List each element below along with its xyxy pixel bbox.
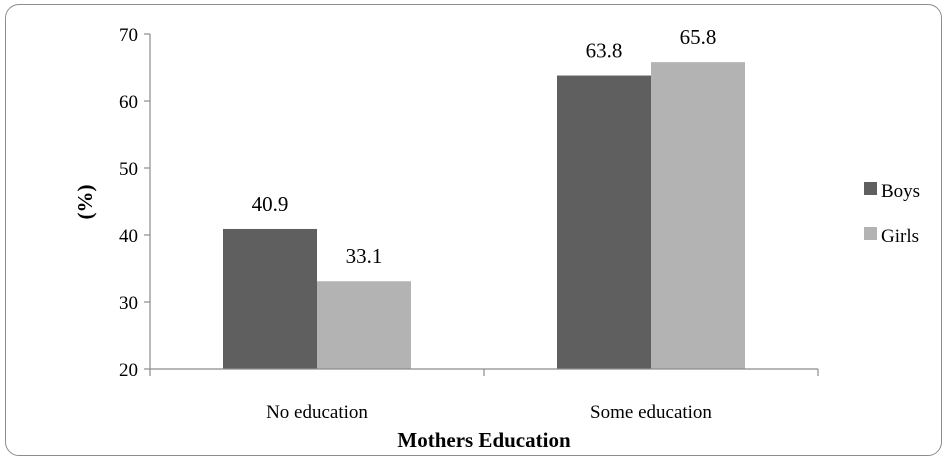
x-axis-title: Mothers Education (397, 428, 571, 452)
y-tick-label: 30 (119, 293, 138, 314)
bar-girls-1 (317, 281, 411, 369)
data-label: 33.1 (346, 244, 383, 268)
legend-label-boys: Boys (881, 181, 920, 202)
category-label: No education (266, 402, 368, 423)
legend: Boys Girls (864, 181, 920, 247)
y-tick-label: 50 (119, 159, 138, 180)
y-tick-label: 60 (119, 92, 138, 113)
data-label: 65.8 (680, 25, 717, 49)
legend-swatch-boys (864, 182, 877, 195)
bars (223, 62, 745, 369)
bar-boys-2 (557, 75, 651, 369)
y-tick-label: 70 (119, 25, 138, 46)
data-labels: 40.9 33.1 63.8 65.8 (252, 25, 717, 268)
category-label: Some education (590, 402, 712, 423)
data-label: 40.9 (252, 192, 289, 216)
data-label: 63.8 (586, 39, 623, 63)
legend-swatch-girls (864, 227, 877, 240)
y-axis-title: (%) (73, 185, 97, 220)
y-tick-label: 40 (119, 226, 138, 247)
y-axis-ticks: 20 30 40 50 60 70 (119, 25, 150, 381)
bar-girls-2 (651, 62, 745, 369)
category-labels: No education Some education (266, 402, 712, 423)
y-tick-label: 20 (119, 360, 138, 381)
legend-label-girls: Girls (881, 226, 919, 247)
bar-boys-1 (223, 228, 317, 369)
x-axis-ticks (149, 369, 819, 376)
chart-frame (5, 4, 942, 456)
